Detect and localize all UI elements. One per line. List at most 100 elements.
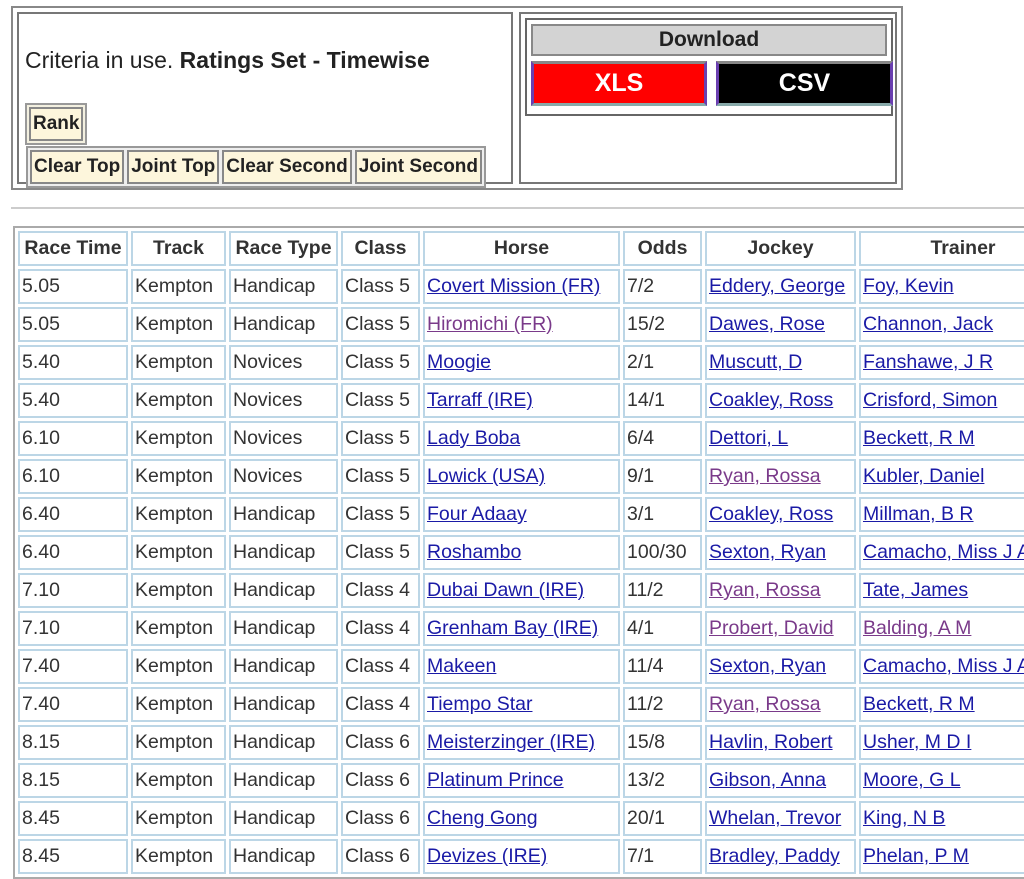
cell-odds: 15/8 <box>623 725 702 760</box>
cell-trainer: Beckett, R M <box>859 421 1024 456</box>
jockey-link[interactable]: Dettori, L <box>709 427 789 449</box>
horse-link[interactable]: Lowick (USA) <box>427 465 546 487</box>
cell-time: 7.10 <box>18 573 128 608</box>
trainer-link[interactable]: Moore, G L <box>863 769 961 791</box>
clear-second-button[interactable]: Clear Second <box>222 150 352 184</box>
cell-odds: 6/4 <box>623 421 702 456</box>
rank-group: Rank <box>25 103 88 145</box>
cell-track: Kempton <box>131 763 226 798</box>
column-header: Race Type <box>229 231 338 266</box>
horse-link[interactable]: Devizes (IRE) <box>427 845 548 867</box>
table-row: 5.05 Kempton Handicap Class 5 Covert Mission… <box>18 269 1024 304</box>
cell-trainer: Channon, Jack <box>859 307 1024 342</box>
cell-class: Class 4 <box>341 611 420 646</box>
horse-link[interactable]: Hiromichi (FR) <box>427 313 553 335</box>
trainer-link[interactable]: Camacho, Miss J A <box>863 541 1024 563</box>
trainer-link[interactable]: Kubler, Daniel <box>863 465 985 487</box>
cell-type: Handicap <box>229 611 338 646</box>
cell-track: Kempton <box>131 839 226 874</box>
trainer-link[interactable]: Crisford, Simon <box>863 389 998 411</box>
cell-class: Class 4 <box>341 687 420 722</box>
trainer-link[interactable]: Camacho, Miss J A <box>863 655 1024 677</box>
cell-type: Handicap <box>229 573 338 608</box>
cell-track: Kempton <box>131 649 226 684</box>
jockey-link[interactable]: Eddery, George <box>709 275 846 297</box>
jockey-link[interactable]: Probert, David <box>709 617 834 639</box>
cell-jockey: Havlin, Robert <box>705 725 856 760</box>
cell-horse: Makeen <box>423 649 620 684</box>
trainer-link[interactable]: Beckett, R M <box>863 427 975 449</box>
table-row: 7.40 Kempton Handicap Class 4 Tiempo Star 11/… <box>18 687 1024 722</box>
jockey-link[interactable]: Coakley, Ross <box>709 389 834 411</box>
cell-odds: 3/1 <box>623 497 702 532</box>
trainer-link[interactable]: Balding, A M <box>863 617 972 639</box>
horse-link[interactable]: Tarraff (IRE) <box>427 389 533 411</box>
cell-odds: 20/1 <box>623 801 702 836</box>
clear-top-button[interactable]: Clear Top <box>30 150 125 184</box>
jockey-link[interactable]: Ryan, Rossa <box>709 465 821 487</box>
trainer-link[interactable]: Millman, B R <box>863 503 974 525</box>
cell-odds: 4/1 <box>623 611 702 646</box>
joint-second-button[interactable]: Joint Second <box>354 150 483 184</box>
horse-link[interactable]: Lady Boba <box>427 427 521 449</box>
trainer-link[interactable]: King, N B <box>863 807 946 829</box>
cell-time: 5.40 <box>18 383 128 418</box>
cell-time: 8.45 <box>18 839 128 874</box>
cell-class: Class 5 <box>341 459 420 494</box>
jockey-link[interactable]: Ryan, Rossa <box>709 579 821 601</box>
cell-type: Novices <box>229 383 338 418</box>
download-box: Download XLS CSV <box>525 18 893 116</box>
horse-link[interactable]: Four Adaay <box>427 503 527 525</box>
table-row: 8.45 Kempton Handicap Class 6 Cheng Gong 20/1… <box>18 801 1024 836</box>
jockey-link[interactable]: Sexton, Ryan <box>709 541 827 563</box>
horse-link[interactable]: Makeen <box>427 655 497 677</box>
cell-odds: 15/2 <box>623 307 702 342</box>
trainer-link[interactable]: Beckett, R M <box>863 693 975 715</box>
jockey-link[interactable]: Muscutt, D <box>709 351 803 373</box>
cell-trainer: Usher, M D I <box>859 725 1024 760</box>
cell-horse: Tiempo Star <box>423 687 620 722</box>
download-title: Download <box>531 24 887 56</box>
cell-jockey: Muscutt, D <box>705 345 856 380</box>
cell-class: Class 4 <box>341 573 420 608</box>
csv-download-button[interactable]: CSV <box>716 61 893 106</box>
horse-link[interactable]: Platinum Prince <box>427 769 564 791</box>
jockey-link[interactable]: Sexton, Ryan <box>709 655 827 677</box>
cell-track: Kempton <box>131 573 226 608</box>
jockey-link[interactable]: Bradley, Paddy <box>709 845 840 867</box>
xls-download-button[interactable]: XLS <box>531 61 707 106</box>
trainer-link[interactable]: Usher, M D I <box>863 731 972 753</box>
trainer-link[interactable]: Tate, James <box>863 579 969 601</box>
rank-button[interactable]: Rank <box>29 107 84 141</box>
jockey-link[interactable]: Whelan, Trevor <box>709 807 842 829</box>
cell-jockey: Dawes, Rose <box>705 307 856 342</box>
jockey-link[interactable]: Havlin, Robert <box>709 731 833 753</box>
cell-time: 8.15 <box>18 763 128 798</box>
jockey-link[interactable]: Ryan, Rossa <box>709 693 821 715</box>
horse-link[interactable]: Grenham Bay (IRE) <box>427 617 599 639</box>
cell-type: Handicap <box>229 687 338 722</box>
horse-link[interactable]: Roshambo <box>427 541 522 563</box>
horse-link[interactable]: Meisterzinger (IRE) <box>427 731 595 753</box>
cell-trainer: Crisford, Simon <box>859 383 1024 418</box>
column-header: Race Time <box>18 231 128 266</box>
cell-horse: Lowick (USA) <box>423 459 620 494</box>
jockey-link[interactable]: Gibson, Anna <box>709 769 827 791</box>
trainer-link[interactable]: Fanshawe, J R <box>863 351 994 373</box>
jockey-link[interactable]: Coakley, Ross <box>709 503 834 525</box>
horse-link[interactable]: Cheng Gong <box>427 807 538 829</box>
horse-link[interactable]: Dubai Dawn (IRE) <box>427 579 585 601</box>
table-row: 5.40 Kempton Novices Class 5 Tarraff (IRE) 14… <box>18 383 1024 418</box>
cell-odds: 7/1 <box>623 839 702 874</box>
cell-jockey: Eddery, George <box>705 269 856 304</box>
horse-link[interactable]: Tiempo Star <box>427 693 533 715</box>
trainer-link[interactable]: Channon, Jack <box>863 313 994 335</box>
trainer-link[interactable]: Phelan, P M <box>863 845 969 867</box>
cell-trainer: Foy, Kevin <box>859 269 1024 304</box>
horse-link[interactable]: Covert Mission (FR) <box>427 275 601 297</box>
joint-top-button[interactable]: Joint Top <box>127 150 220 184</box>
horse-link[interactable]: Moogie <box>427 351 491 373</box>
jockey-link[interactable]: Dawes, Rose <box>709 313 825 335</box>
divider <box>11 207 1024 209</box>
trainer-link[interactable]: Foy, Kevin <box>863 275 954 297</box>
